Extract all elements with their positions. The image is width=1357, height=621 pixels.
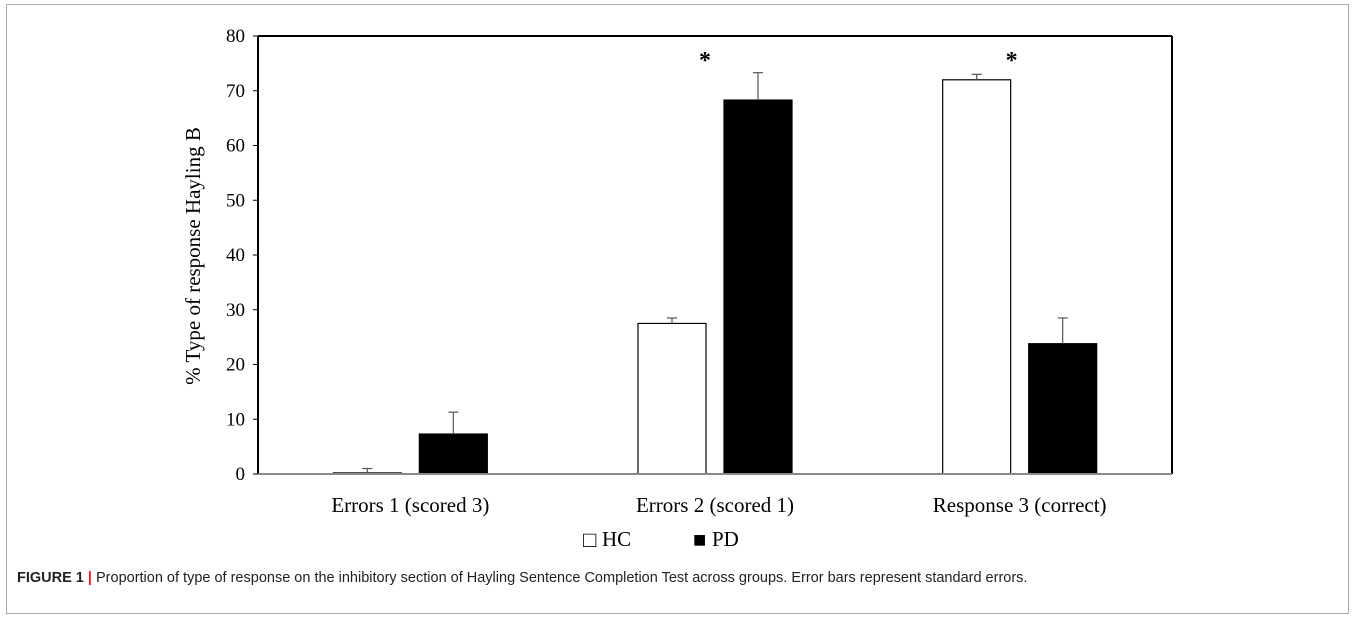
bar-hc-2 [637, 322, 707, 475]
significance-marker-2: * [699, 48, 711, 74]
bar-pd-2 [723, 99, 793, 475]
y-tick-label-30: 30 [226, 300, 245, 321]
y-tick-label-80: 80 [226, 26, 245, 47]
legend-marker-hc: □ [583, 527, 596, 552]
caption-text: Proportion of type of response on the in… [96, 570, 1028, 586]
plot-area: 0 10 20 30 40 50 60 70 80 Errors 1 (scored 3) Erro… [226, 26, 1173, 517]
figure-frame [6, 4, 1349, 614]
legend-marker-pd: ■ [693, 527, 706, 552]
caption-separator: | [87, 570, 92, 586]
figure-caption: FIGURE 1 | Proportion of type of respons… [17, 570, 1337, 586]
bar-hc-3 [942, 79, 1012, 475]
caption-label: FIGURE 1 [17, 570, 84, 586]
legend: □ HC ■ PD [583, 527, 739, 552]
y-tick-label-20: 20 [226, 355, 245, 376]
legend-label-hc: HC [602, 527, 631, 551]
y-axis-label: % Type of response Hayling B [181, 127, 205, 385]
y-tick-label-10: 10 [226, 409, 245, 430]
bar-pd-3 [1028, 343, 1098, 475]
x-tick-label-3: Response 3 (correct) [933, 493, 1107, 517]
x-tick-label-1: Errors 1 (scored 3) [331, 493, 489, 517]
y-tick-label-70: 70 [226, 81, 245, 102]
y-tick-label-50: 50 [226, 190, 245, 211]
significance-marker-3: * [1006, 48, 1018, 74]
legend-label-pd: PD [712, 527, 739, 551]
y-tick-label-0: 0 [236, 464, 246, 485]
x-tick-label-2: Errors 2 (scored 1) [636, 493, 794, 517]
y-tick-label-40: 40 [226, 245, 245, 266]
y-tick-label-60: 60 [226, 136, 245, 157]
bar-pd-1 [418, 433, 488, 475]
